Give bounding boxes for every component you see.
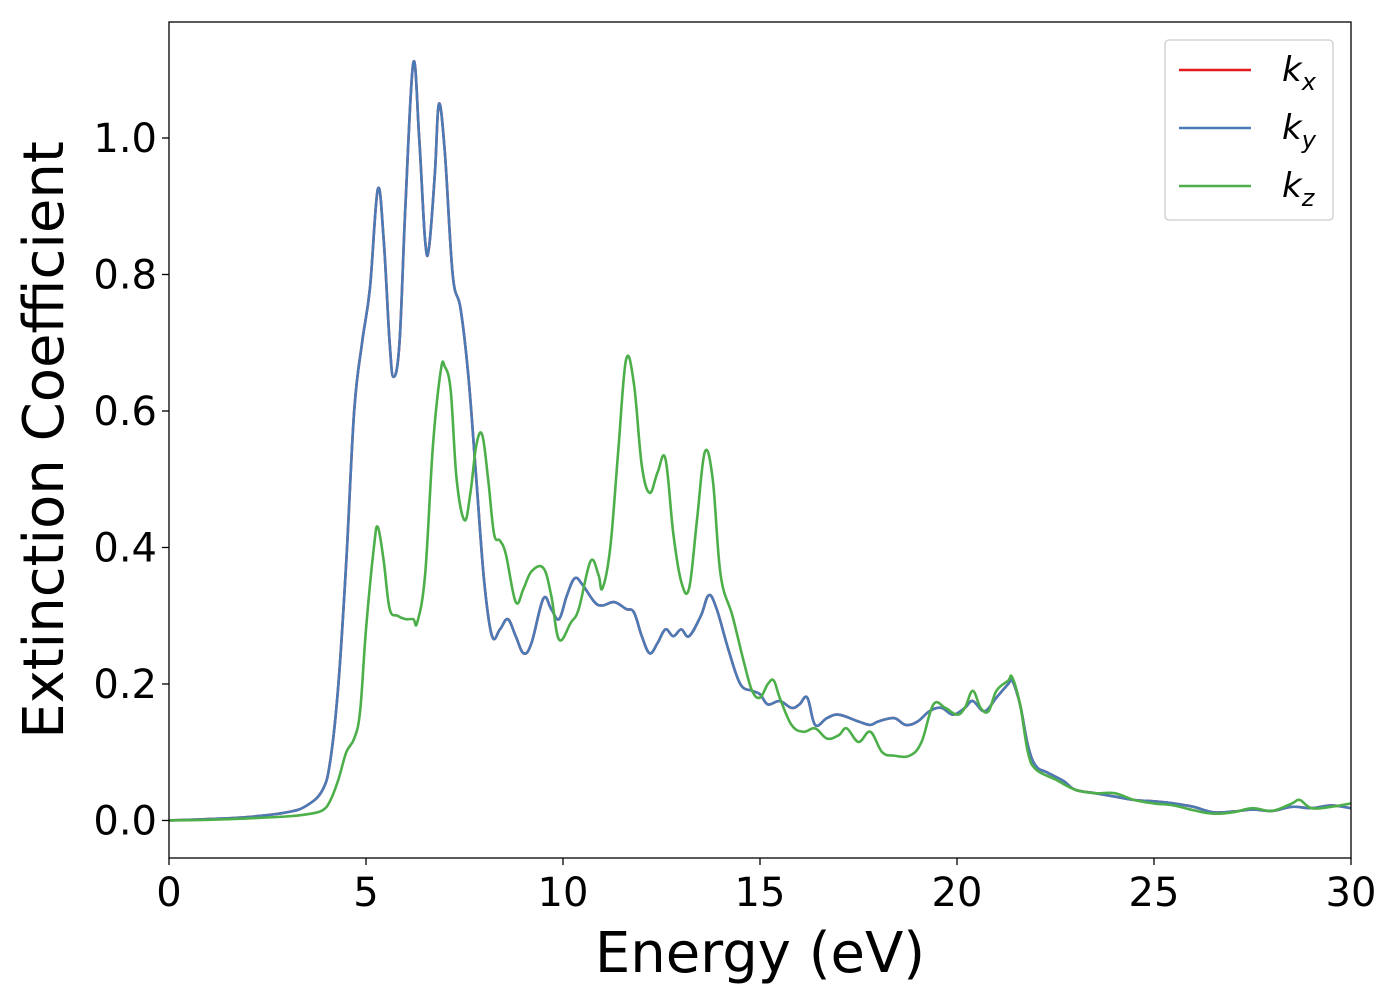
y-tick-label: 0.4 — [93, 525, 157, 571]
y-tick-label: 1.0 — [93, 116, 157, 162]
x-tick-label: 5 — [353, 870, 378, 916]
legend-label-k-y: ky — [1282, 108, 1317, 154]
x-tick-label: 30 — [1326, 870, 1377, 916]
x-tick-label: 25 — [1129, 870, 1180, 916]
x-tick-label: 20 — [932, 870, 983, 916]
legend: kx ky kz — [1164, 39, 1334, 221]
x-tick-label: 15 — [735, 870, 786, 916]
y-tick-label: 0.2 — [93, 662, 157, 708]
series-line-k-y — [169, 59, 1351, 822]
legend-box — [1164, 39, 1334, 221]
y-tick-label: 0.6 — [93, 389, 157, 435]
x-axis-title: Energy (eV) — [595, 921, 925, 986]
x-tick-label: 10 — [538, 870, 589, 916]
x-axis: 0 5 10 15 20 25 30 — [156, 858, 1376, 916]
y-tick-label: 0.8 — [93, 253, 157, 299]
plot-background — [169, 22, 1351, 858]
y-axis-title: Extinction Coefficient — [12, 141, 77, 739]
series-group — [169, 59, 1351, 822]
legend-label-k-x: kx — [1282, 50, 1317, 96]
series-line-k-z — [169, 354, 1351, 822]
x-tick-label: 0 — [156, 870, 181, 916]
y-tick-label: 0.0 — [93, 798, 157, 844]
y-axis: 0.0 0.2 0.4 0.6 0.8 1.0 — [93, 116, 169, 844]
legend-label-k-z: kz — [1282, 166, 1316, 212]
